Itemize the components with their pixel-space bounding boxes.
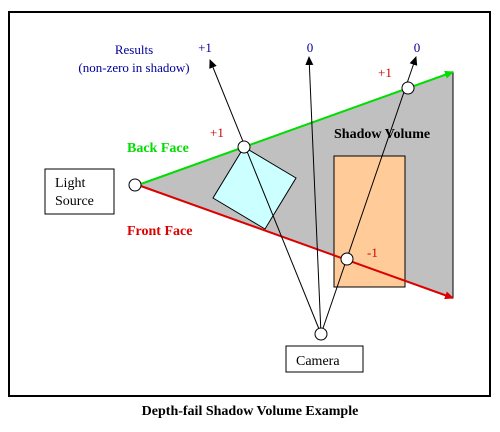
camera-ray-left — [209, 59, 322, 335]
light-source-label-line2: Source — [55, 194, 94, 209]
occluder-square — [212, 146, 297, 230]
ray-result-middle: 0 — [307, 40, 314, 55]
back-face-edge — [137, 70, 454, 186]
camera-point — [314, 327, 328, 341]
back-face-label: Back Face — [127, 141, 189, 156]
results-label-line2: (non-zero in shadow) — [78, 60, 189, 75]
intersection-point-back-face — [237, 140, 251, 154]
light-source-label-line1: Light — [55, 176, 85, 191]
intersection-point-front-face — [340, 252, 354, 266]
count-far-back-face: +1 — [378, 65, 392, 80]
ray-result-right: 0 — [414, 40, 421, 55]
count-back-face: +1 — [210, 125, 224, 140]
results-label-line1: Results — [115, 42, 153, 57]
front-face-edge — [137, 184, 454, 300]
camera-ray-middle — [305, 56, 322, 335]
camera-label-box — [285, 345, 364, 373]
light-source-point — [128, 178, 142, 192]
shadow-volume-label: Shadow Volume — [334, 127, 430, 142]
front-face-label: Front Face — [127, 224, 192, 239]
figure-caption: Depth-fail Shadow Volume Example — [141, 404, 359, 419]
count-front-face: -1 — [367, 245, 378, 260]
camera-label: Camera — [296, 354, 340, 369]
ray-result-left: +1 — [198, 40, 212, 55]
intersection-point-far-back-face — [401, 81, 415, 95]
camera-ray-right — [320, 56, 418, 335]
light-source-label-box — [44, 168, 115, 215]
